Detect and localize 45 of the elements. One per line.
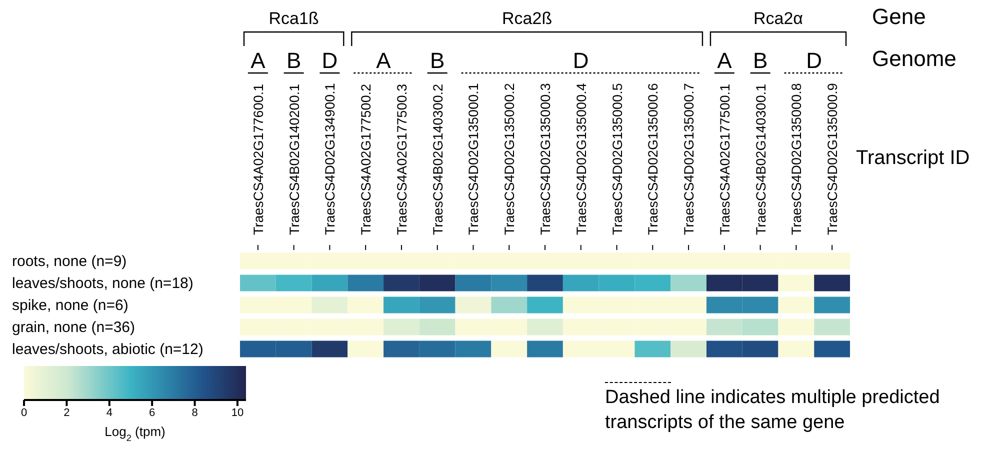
text: Rca2ß [502, 9, 552, 28]
color-bar-label: 8 [192, 406, 198, 419]
x-tick-label: TraesCS4A02G177500.2 [358, 84, 374, 235]
x-tick-label: TraesCS4D02G135000.1 [466, 83, 482, 235]
text: D [572, 48, 589, 73]
x-tick-label: TraesCS4D02G135000.7 [682, 83, 697, 235]
x-tick-label: TraesCS4D02G135000.4 [574, 82, 589, 235]
y-tick-label: leaves/shoots, none (n=18) [12, 275, 194, 292]
color-bar-label: 4 [106, 406, 112, 419]
text: A [376, 48, 392, 73]
x-tick-label: TraesCS4A02G177500.3 [394, 84, 410, 235]
text: Rca2α [753, 9, 804, 28]
x-tick-label: TraesCS4D02G135000.5 [610, 83, 625, 235]
x-tick-label: TraesCS4A02G177600.1 [250, 84, 266, 235]
text: Genome [872, 46, 956, 71]
text: B [286, 48, 302, 73]
x-tick-label: TraesCS4D02G134900.1 [322, 83, 338, 235]
text: D [806, 48, 822, 73]
text: D [322, 48, 338, 73]
color-bar-label: 10 [231, 406, 244, 419]
x-tick-label: TraesCS4A02G177500.1 [717, 84, 732, 235]
text: Rca1ß [268, 9, 319, 28]
x-tick-label: TraesCS4B02G140300.2 [430, 84, 446, 235]
text: B [430, 48, 445, 73]
text: A [250, 48, 266, 73]
x-tick-label: TraesCS4D02G135000.9 [825, 83, 840, 235]
x-tick-label: TraesCS4B02G140300.1 [753, 84, 768, 235]
color-bar-label: 2 [64, 406, 70, 419]
color-bar-label: 0 [20, 406, 28, 419]
x-tick-label: TraesCS4D02G135000.2 [502, 83, 518, 235]
text: Dashed line indicates multiple predicted transcripts of the same gene [605, 386, 941, 435]
text: A [717, 48, 732, 73]
x-tick-label: TraesCS4D02G135000.3 [538, 83, 553, 235]
text: B [752, 48, 768, 73]
x-axis-title: Transcript ID [856, 147, 970, 169]
text: Gene [872, 4, 926, 29]
x-tick-label: TraesCS4D02G135000.6 [646, 83, 661, 235]
y-tick-label: leaves/shoots, abiotic (n=12) [12, 341, 204, 358]
y-tick-label: spike, none (n=6) [12, 297, 128, 314]
y-tick-label: grain, none (n=36) [12, 319, 136, 336]
y-tick-label: roots, none (n=9) [12, 253, 127, 270]
color-bar-label: 6 [149, 406, 156, 419]
x-tick-label: TraesCS4B02G140200.1 [286, 84, 302, 235]
x-tick-label: TraesCS4D02G135000.8 [789, 83, 804, 235]
color-bar-title: Log$_{2}$ (tpm) [104, 424, 166, 443]
